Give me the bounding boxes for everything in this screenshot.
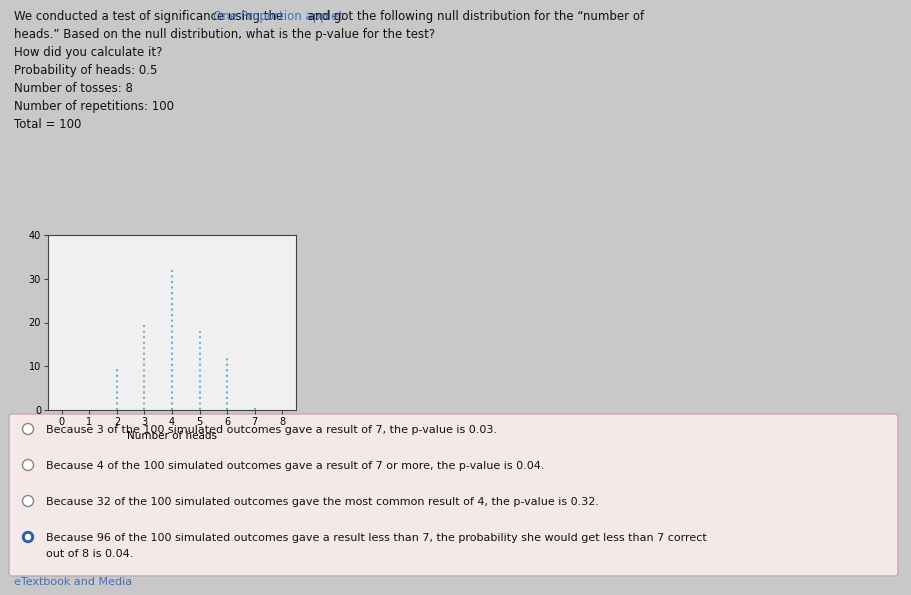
- Text: Because 96 of the 100 simulated outcomes gave a result less than 7, the probabil: Because 96 of the 100 simulated outcomes…: [46, 533, 707, 543]
- Text: Because 3 of the 100 simulated outcomes gave a result of 7, the p-value is 0.03.: Because 3 of the 100 simulated outcomes …: [46, 425, 497, 435]
- Circle shape: [23, 424, 34, 434]
- Text: One Proportion applet: One Proportion applet: [213, 10, 343, 23]
- Text: heads.” Based on the null distribution, what is the p-value for the test?: heads.” Based on the null distribution, …: [14, 28, 435, 41]
- Text: How did you calculate it?: How did you calculate it?: [14, 46, 162, 59]
- Text: and got the following null distribution for the “number of: and got the following null distribution …: [304, 10, 644, 23]
- Text: Because 32 of the 100 simulated outcomes gave the most common result of 4, the p: Because 32 of the 100 simulated outcomes…: [46, 497, 599, 507]
- Text: Number of repetitions: 100: Number of repetitions: 100: [14, 100, 174, 113]
- Circle shape: [23, 531, 34, 543]
- Text: Because 4 of the 100 simulated outcomes gave a result of 7 or more, the p-value : Because 4 of the 100 simulated outcomes …: [46, 461, 545, 471]
- FancyBboxPatch shape: [9, 414, 898, 576]
- Circle shape: [23, 496, 34, 506]
- Text: eTextbook and Media: eTextbook and Media: [14, 577, 132, 587]
- X-axis label: Number of heads: Number of heads: [127, 431, 217, 441]
- Text: Probability of heads: 0.5: Probability of heads: 0.5: [14, 64, 158, 77]
- Text: Total = 100: Total = 100: [14, 118, 81, 131]
- Circle shape: [26, 534, 30, 540]
- Text: out of 8 is 0.04.: out of 8 is 0.04.: [46, 549, 133, 559]
- Text: Number of tosses: 8: Number of tosses: 8: [14, 82, 133, 95]
- Circle shape: [23, 459, 34, 471]
- Text: We conducted a test of significance using the: We conducted a test of significance usin…: [14, 10, 287, 23]
